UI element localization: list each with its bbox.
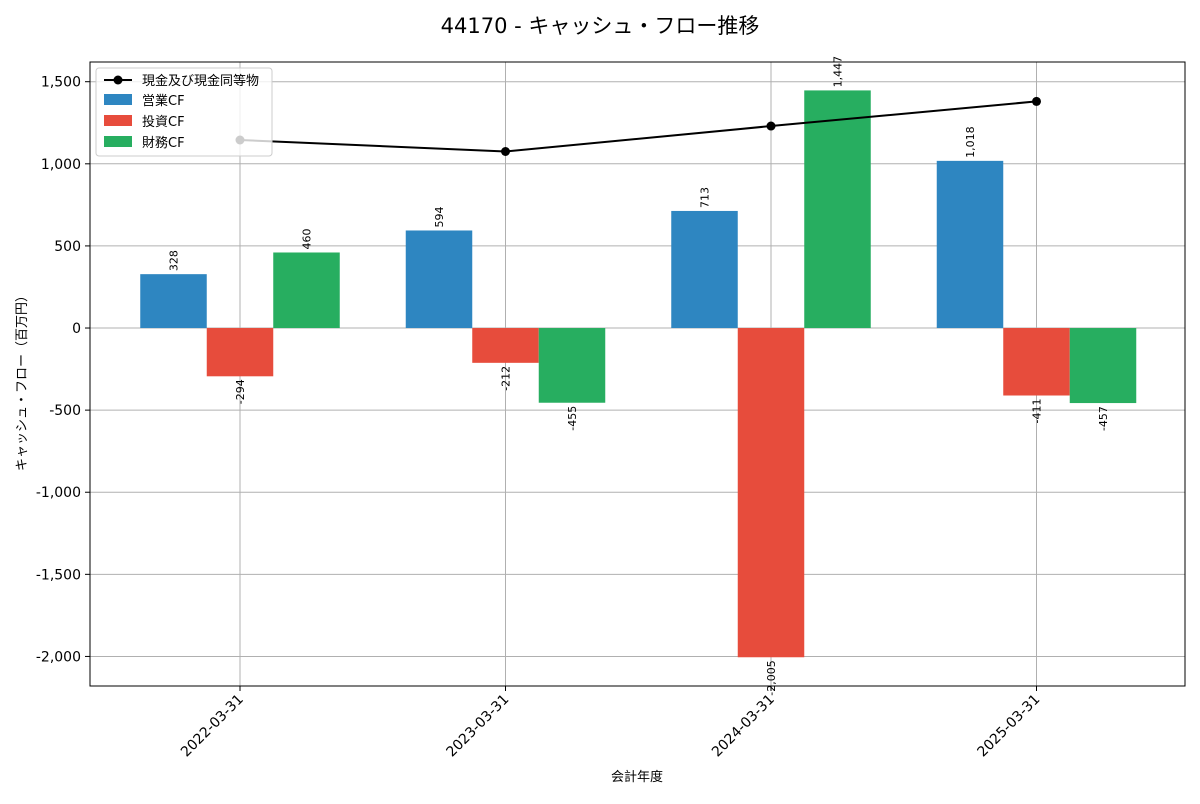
bar-financing-cf: [804, 90, 871, 329]
y-tick-label: 0: [72, 321, 81, 337]
y-axis-label: キャッシュ・フロー（百万円）: [15, 289, 30, 471]
legend-label: 投資CF: [142, 114, 185, 130]
cash-equivalents-line: [239, 100, 1037, 153]
x-axis-label: 会計年度: [611, 769, 663, 785]
bar-financing-cf: [1069, 328, 1137, 404]
bar-value-label: -455: [566, 406, 579, 431]
bar-value-label: 328: [168, 250, 181, 271]
cash-equivalents-point: [1032, 96, 1041, 106]
y-tick-label: 1,500: [41, 75, 81, 91]
x-tick-label: 2022-03-31: [178, 692, 247, 761]
bar-layer: [140, 90, 1137, 658]
plot-frame: [89, 61, 1186, 687]
legend-swatch: [104, 94, 132, 105]
bar-financing-cf: [273, 252, 340, 329]
legend-line-marker: [113, 75, 123, 85]
cash-equivalents-point: [766, 121, 776, 131]
bar-investing-cf: [1003, 328, 1070, 396]
legend-swatch: [104, 136, 132, 147]
y-tick-label: -500: [49, 403, 81, 419]
legend-box: [95, 67, 273, 157]
legend-label: 財務CF: [142, 136, 185, 151]
bar-operating-cf: [140, 274, 207, 329]
bar-investing-cf: [472, 328, 539, 363]
bar-value-label: 713: [699, 187, 712, 208]
bar-value-label: 460: [301, 228, 314, 249]
chart-title: 44170 - キャッシュ・フロー推移: [441, 14, 760, 38]
bar-operating-cf: [405, 230, 473, 329]
bar-value-label: 594: [433, 206, 446, 227]
tick-layer: -2,000 -1,500 -1,000 -500 0 500 1,000 1,500 2022…: [36, 75, 1043, 761]
legend-label-cash: 現金及び現金同等物: [142, 73, 259, 89]
bar-value-label: -294: [234, 379, 247, 404]
data-label-layer: 328 594 713 1,018 -294 -212 -2,005 -411 460 -455 1…: [168, 56, 1111, 696]
bar-value-label: -2,005: [765, 660, 778, 695]
x-tick-label: 2023-03-31: [443, 692, 512, 761]
x-tick-label: 2025-03-31: [974, 692, 1043, 761]
bar-investing-cf: [206, 328, 274, 377]
x-tick-label: 2024-03-31: [709, 692, 778, 761]
y-tick-label: 500: [54, 239, 81, 255]
y-tick-label: -1,500: [36, 567, 81, 583]
grid-layer: [90, 62, 1185, 686]
legend-label: 営業CF: [142, 93, 185, 109]
y-tick-label: -1,000: [36, 485, 81, 501]
bar-financing-cf: [538, 328, 606, 403]
bar-value-label: 1,447: [832, 56, 845, 88]
bar-value-label: -457: [1097, 406, 1110, 431]
bar-operating-cf: [936, 160, 1004, 329]
bar-investing-cf: [737, 328, 805, 658]
bar-operating-cf: [671, 210, 738, 329]
line-layer: [235, 96, 1041, 156]
y-tick-label: -2,000: [36, 649, 81, 665]
y-tick-label: 1,000: [41, 157, 81, 173]
bar-value-label: -212: [500, 366, 513, 391]
bar-value-label: 1,018: [964, 126, 977, 158]
legend-swatch: [104, 115, 132, 126]
cash-equivalents-point: [501, 146, 510, 156]
bar-value-label: -411: [1031, 399, 1044, 424]
